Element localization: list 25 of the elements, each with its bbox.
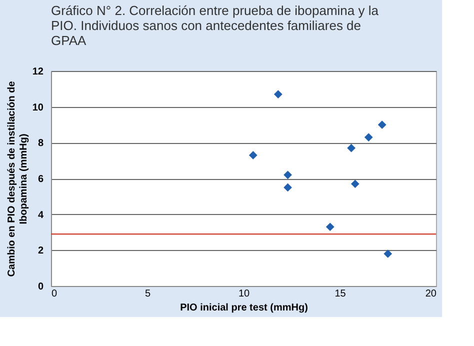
- x-tick-label: 5: [144, 288, 151, 300]
- y-tick-label: 4: [38, 210, 44, 221]
- x-tick-label: 20: [425, 288, 437, 300]
- point: [284, 170, 292, 180]
- point: [326, 222, 334, 232]
- point: [274, 90, 282, 98]
- y-tick-label: 2: [38, 246, 44, 257]
- y-axis-title: Cambio en PIO después de instilación de Ibopamina (mmHg): [6, 80, 30, 277]
- y-tick-label: 12: [32, 66, 44, 78]
- point: [378, 120, 386, 129]
- point: [347, 144, 356, 152]
- x-tick-label: 0: [52, 288, 58, 300]
- point: [364, 133, 373, 142]
- x-tick-label: 15: [334, 288, 346, 300]
- x-axis-title: PIO inicial pre test (mmHg): [180, 302, 308, 314]
- y-tick-label: 6: [38, 174, 44, 185]
- point: [284, 183, 292, 192]
- y-tick-label: 0: [38, 282, 44, 292]
- y-tick-label: 10: [32, 102, 44, 114]
- chart-title: Gráfico N° 2. Correlación entre prueba de ibopamina y la PIO. Individuos sanos con antecedentes familiares de GPAA: [51, 3, 380, 48]
- x-tick-label: 10: [238, 288, 250, 300]
- point: [384, 250, 392, 258]
- point: [350, 180, 360, 188]
- point: [248, 151, 258, 160]
- y-tick-label: 8: [38, 138, 44, 150]
